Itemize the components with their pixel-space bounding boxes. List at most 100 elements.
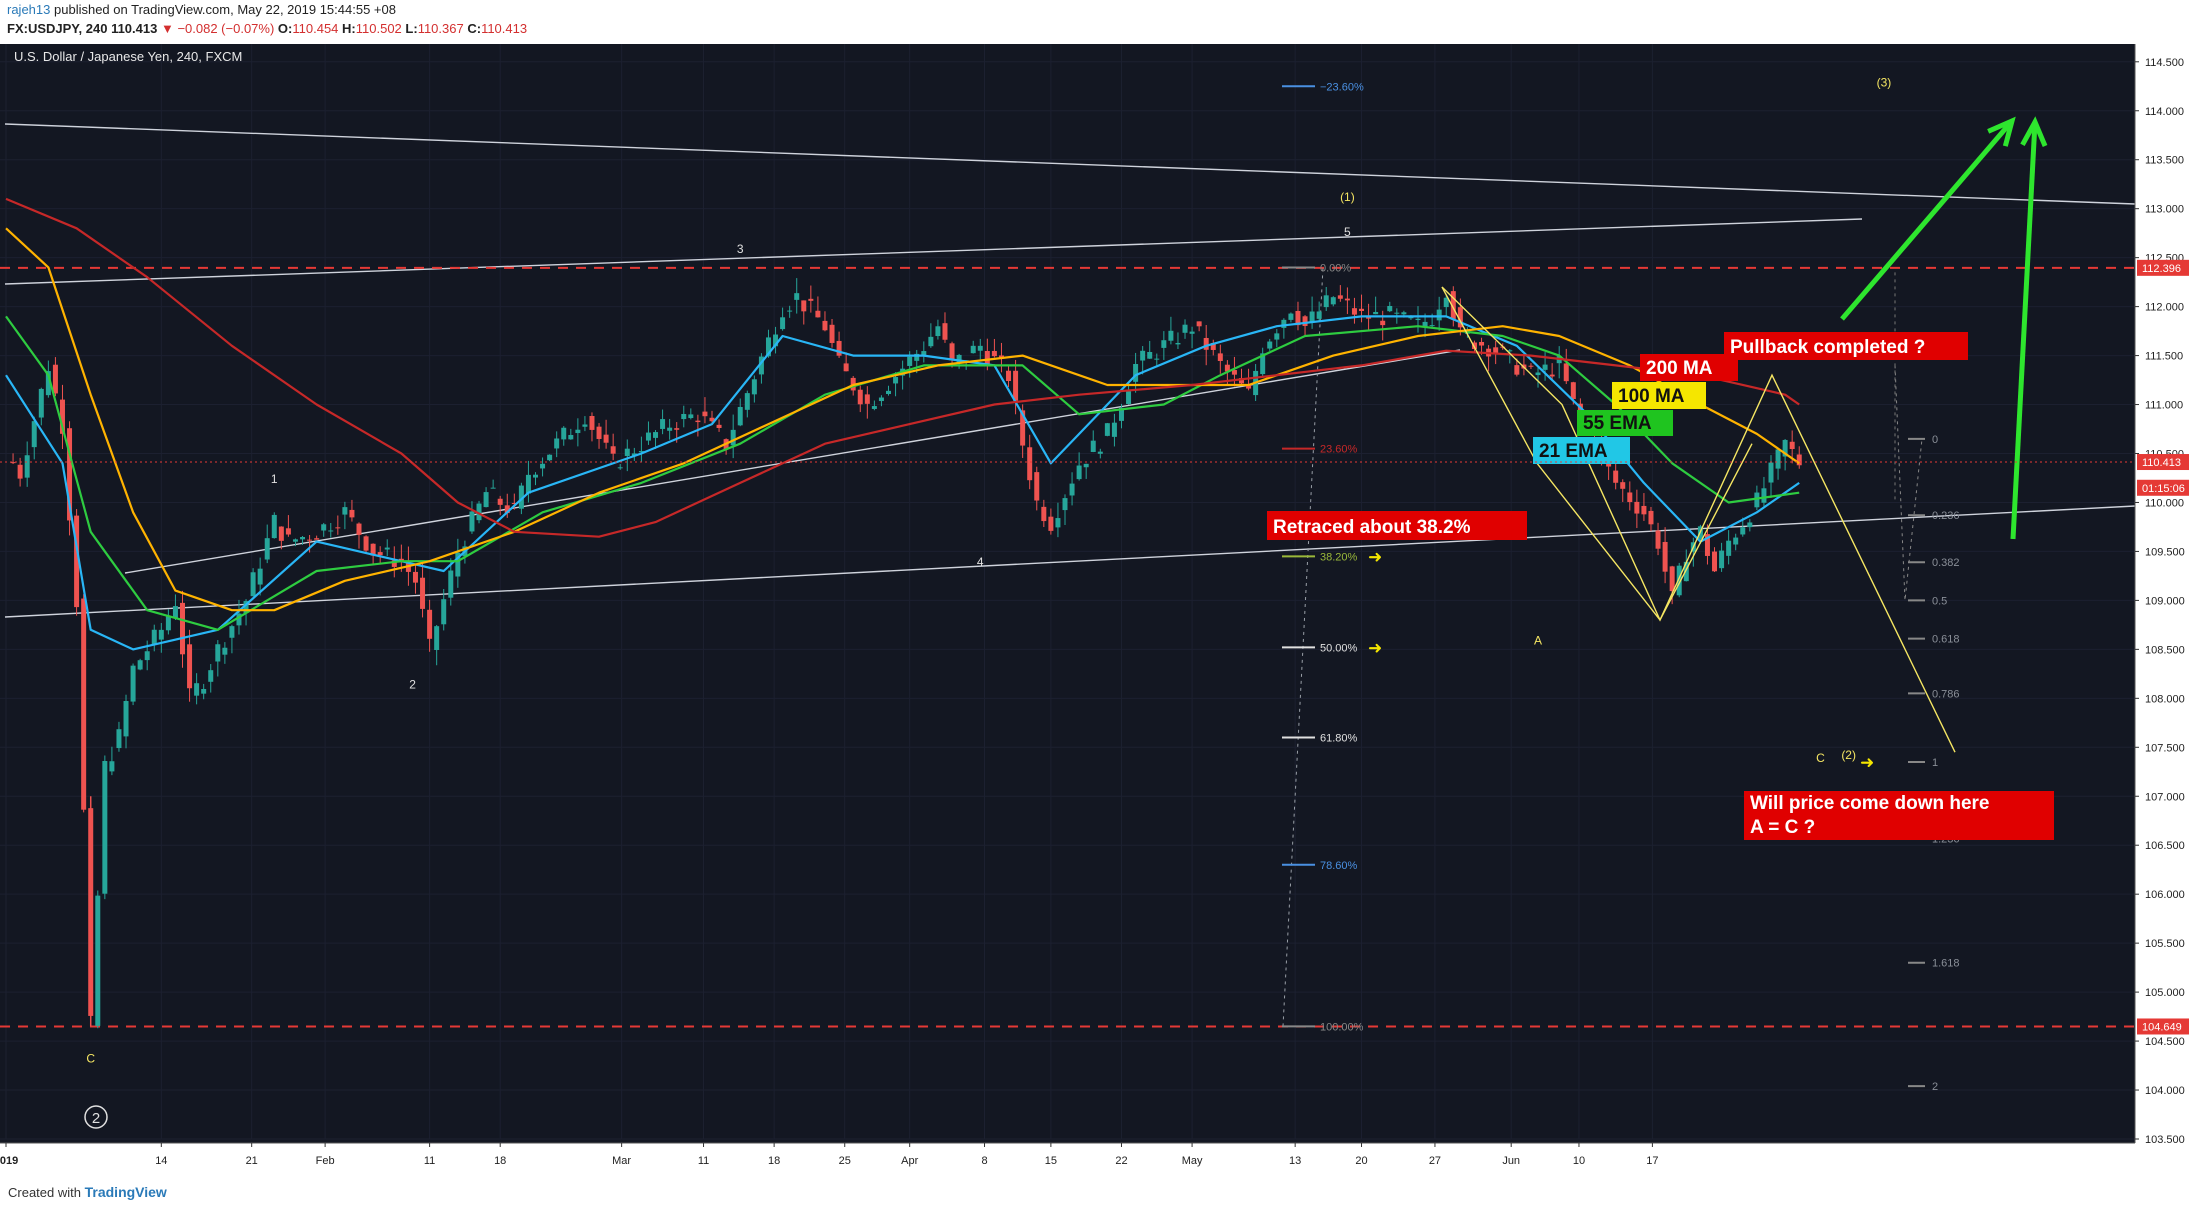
price-axis[interactable]: 103.500104.000104.500105.000105.500106.0… <box>0 44 2190 1179</box>
price-chart[interactable]: −23.60% 0.00% 23.60% 38.20% 50.00% 61.80% 78.6… <box>0 44 2190 1179</box>
candle-body <box>1351 308 1357 315</box>
candle-body <box>1422 321 1428 327</box>
candle-body <box>1401 312 1407 315</box>
candle-body <box>1436 309 1442 321</box>
candle-body <box>476 503 482 521</box>
candle-body <box>1147 352 1153 359</box>
annotation-text: A = C ? <box>1750 817 1815 838</box>
price-tick-label: 108.500 <box>2145 644 2185 656</box>
candle-body <box>893 377 899 384</box>
candle-body <box>1789 441 1795 449</box>
candle-body <box>144 651 150 661</box>
time-tick-label: 15 <box>1045 1155 1057 1167</box>
candle-body <box>674 428 680 430</box>
candle-body <box>194 683 200 696</box>
candle-body <box>1740 527 1746 535</box>
trendlines <box>0 123 2136 1028</box>
candle-body <box>490 487 496 489</box>
candle-body <box>116 729 122 749</box>
fib-level-label: 78.60% <box>1320 860 1358 872</box>
time-axis[interactable]: 2019 14 21 Feb 11 18 Mar 11 18 25 Apr 8 15 22 May 13 20 2… <box>0 1142 2190 1179</box>
candle-body <box>970 345 976 354</box>
moving-averages <box>5 197 1800 651</box>
candle-body <box>1020 410 1026 446</box>
candle-body <box>1055 518 1061 528</box>
candle-body <box>921 351 927 356</box>
time-axis-bg <box>0 1143 2190 1179</box>
circled-wave-label: 2 <box>92 1110 100 1127</box>
candle-body <box>448 570 454 598</box>
candle-body <box>391 560 397 567</box>
price-badge <box>2137 259 2189 276</box>
candle-body <box>660 419 666 429</box>
candle-body <box>257 568 263 585</box>
annotation-text: Retraced about 38.2% <box>1273 517 1471 538</box>
candle-body <box>610 446 616 454</box>
candle-body <box>561 427 567 440</box>
candle-body <box>1104 423 1110 436</box>
candle-body <box>956 354 962 363</box>
fib-level-label: 0.00% <box>1320 262 1351 274</box>
arrow-icon: ➜ <box>1860 753 1874 772</box>
fib-level-label: 100.00% <box>1320 1021 1364 1033</box>
candle-body <box>773 334 779 347</box>
price-tick-label: 114.000 <box>2145 106 2184 118</box>
candle-body <box>1034 472 1040 501</box>
candle-body <box>1542 364 1548 370</box>
candle-body <box>829 324 835 343</box>
symbol-quote: FX:USDJPY, 240 110.413 ▼ −0.082 (−0.07%)… <box>7 21 527 36</box>
fib-level-label: −23.60% <box>1320 81 1364 93</box>
candle-body <box>1118 407 1124 421</box>
candle-body <box>307 539 313 541</box>
fib-level-label: 23.60% <box>1320 444 1358 456</box>
tradingview-logo[interactable]: TradingView <box>84 1184 167 1200</box>
arrow-icon: ➜ <box>1368 547 1382 566</box>
wave-label: (2) <box>1841 748 1856 762</box>
price-tick-label: 111.500 <box>2145 351 2183 363</box>
candle-body <box>412 571 418 583</box>
candle-body <box>1450 291 1456 320</box>
candle-body <box>1457 307 1463 328</box>
target-arrow-up <box>1840 119 2014 321</box>
candle-body <box>1471 342 1477 349</box>
time-tick-label: May <box>1182 1155 1203 1167</box>
candle-body <box>1027 447 1033 481</box>
time-tick-label: 17 <box>1646 1155 1658 1167</box>
price-tick-label: 113.000 <box>2145 204 2184 216</box>
candle-body <box>24 455 30 478</box>
candle-body <box>201 688 207 694</box>
candle-body <box>1754 492 1760 508</box>
candle-body <box>455 552 461 577</box>
candle-body <box>533 474 538 478</box>
candle-body <box>1161 340 1167 348</box>
candle-body <box>1648 510 1654 525</box>
candle-body <box>1563 363 1569 382</box>
annotation-box <box>1744 791 2054 816</box>
candle-body <box>653 432 659 438</box>
candle-body <box>1641 505 1647 515</box>
candle-body <box>751 379 757 395</box>
wave-label: C <box>1816 751 1825 765</box>
price-tick-label: 112.000 <box>2145 302 2184 314</box>
annotation-box <box>1533 437 1630 464</box>
candle-body <box>815 310 821 318</box>
candle-body <box>871 406 877 409</box>
extension-level-label: 0.5 <box>1932 595 1947 607</box>
price-tick-label: 109.000 <box>2145 595 2185 607</box>
candle-body <box>702 411 708 417</box>
candle-body <box>1154 358 1160 360</box>
author-link[interactable]: rajeh13 <box>7 2 51 17</box>
candle-body <box>45 371 51 396</box>
candle-body <box>292 539 298 542</box>
candle-body <box>1344 298 1350 301</box>
annotations: Pullback completed ? 200 MA 100 MA 55 EMA 21… <box>1267 332 2054 840</box>
candle-body <box>1429 325 1435 327</box>
candle-body <box>1062 498 1068 511</box>
candle-body <box>363 536 369 551</box>
wave-label: 4 <box>977 555 984 569</box>
candle-body <box>949 343 955 361</box>
candle-body <box>31 421 37 448</box>
candle-body <box>1246 384 1252 389</box>
price-tick-label: 104.500 <box>2145 1036 2185 1048</box>
